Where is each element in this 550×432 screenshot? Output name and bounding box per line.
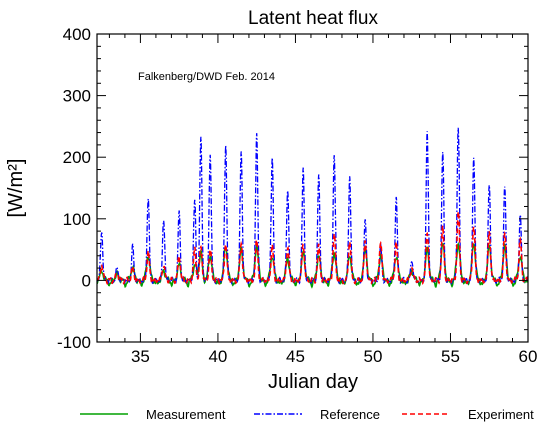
- chart-title: Latent heat flux: [248, 8, 378, 29]
- series-line-experiment: [97, 211, 528, 286]
- series-line-reference: [97, 127, 528, 285]
- legend-label-reference: Reference: [320, 407, 380, 422]
- x-tick-label: 40: [208, 347, 227, 366]
- x-tick-label: 35: [131, 347, 150, 366]
- chart-annotation: Falkenberg/DWD Feb. 2014: [138, 71, 275, 83]
- y-tick-label: 200: [63, 148, 91, 167]
- plot-frame: [96, 33, 529, 343]
- y-tick-label: 0: [82, 271, 91, 290]
- x-tick-label: 60: [519, 347, 538, 366]
- x-axis: 35 40 45 50 55 60: [108, 34, 538, 366]
- plot-area: [97, 127, 528, 289]
- x-tick-label: 50: [364, 347, 383, 366]
- x-tick-label: 55: [441, 347, 460, 366]
- legend-label-measurement: Measurement: [146, 407, 226, 422]
- x-tick-label: 45: [286, 347, 305, 366]
- y-tick-label: 300: [63, 87, 91, 106]
- y-tick-label: 400: [63, 25, 91, 44]
- legend: Measurement Reference Experiment: [80, 407, 534, 422]
- x-axis-title: Julian day: [268, 371, 358, 393]
- y-axis-title: [W/m²]: [5, 159, 27, 218]
- legend-label-experiment: Experiment: [468, 407, 534, 422]
- y-axis: -100 0 100 200 300 400: [57, 25, 528, 352]
- y-tick-label: -100: [57, 333, 91, 352]
- y-tick-label: 100: [63, 210, 91, 229]
